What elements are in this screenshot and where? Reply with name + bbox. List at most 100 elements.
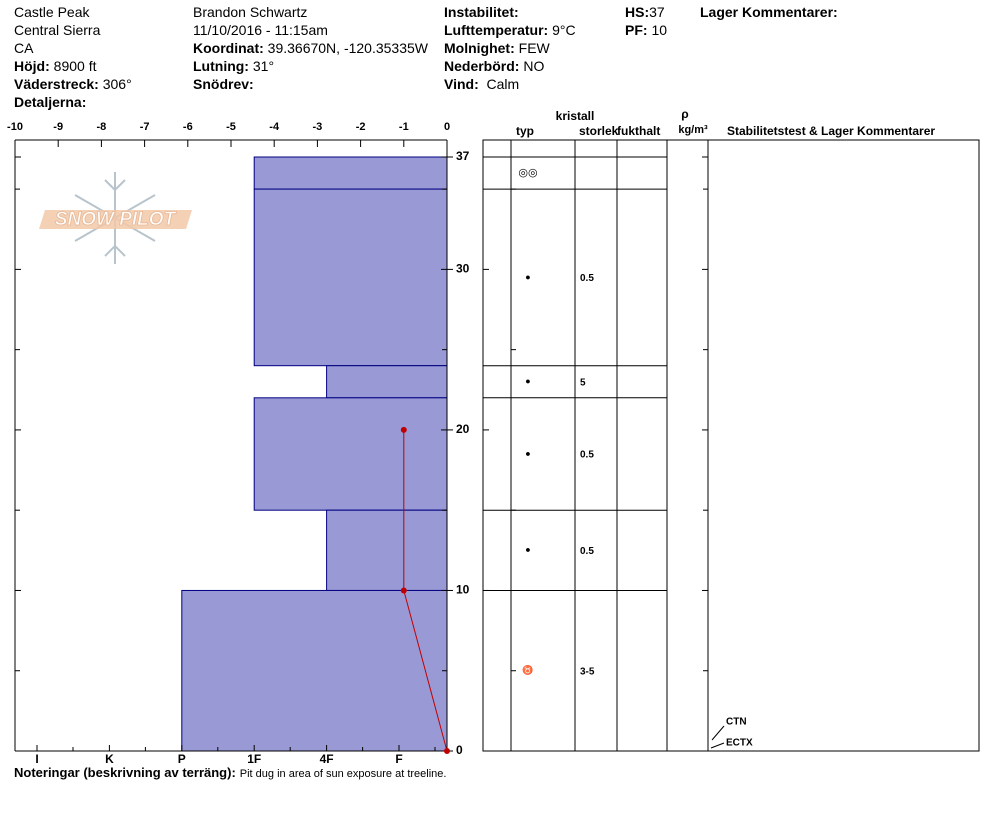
hardness-label: P: [178, 752, 186, 766]
temperature-point: [444, 748, 450, 754]
grain-type: ♉: [522, 664, 533, 675]
layer-comments: Lager Kommentarer:: [700, 4, 838, 20]
value: 39.36670N, -120.35335W: [267, 40, 428, 56]
value: NO: [523, 58, 545, 74]
stability-test: CTN: [726, 717, 747, 728]
label: PF:: [625, 22, 648, 38]
label: HS:: [625, 4, 650, 20]
header-density-unit: kg/m³: [678, 124, 708, 136]
value: Calm: [486, 76, 520, 92]
height-tick-label: 37: [456, 149, 470, 163]
temperature-tick-label: -8: [97, 121, 107, 133]
grain-size: 0.5: [580, 273, 594, 284]
label: Instabilitet:: [444, 4, 519, 20]
height-tick-label: 30: [456, 262, 470, 276]
value: 37: [649, 4, 665, 20]
value: 306°: [102, 76, 132, 92]
temperature-tick-label: 0: [444, 121, 450, 133]
label: Lager Kommentarer:: [700, 4, 838, 20]
grain-size: 3-5: [580, 666, 595, 677]
table-frame: [482, 139, 980, 752]
observer: Brandon Schwartz: [193, 4, 308, 20]
label: Höjd:: [14, 58, 50, 74]
label: Detaljerna:: [14, 94, 87, 110]
label: Snödrev:: [193, 76, 254, 92]
header-crystal: kristall: [556, 109, 595, 123]
grain-type: ◎◎: [518, 167, 537, 179]
aspect: Väderstreck: 306°: [14, 76, 132, 92]
value: 8900 ft: [53, 58, 97, 74]
stability-test: ECTX: [726, 738, 753, 749]
height-tick-label: 10: [456, 583, 470, 597]
temperature-tick-label: -10: [7, 121, 23, 133]
temperature-tick-label: -2: [356, 121, 366, 133]
air-temperature: Lufttemperatur: 9°C: [444, 22, 576, 38]
value: 31°: [252, 58, 275, 74]
value: FEW: [518, 40, 550, 56]
test-arrow: [711, 725, 725, 741]
label: Nederbörd:: [444, 58, 520, 74]
notes-text: Pit dug in area of sun exposure at treel…: [240, 768, 447, 780]
label: Vind:: [444, 76, 479, 92]
layer: [326, 509, 448, 591]
logo-banner: [39, 210, 192, 229]
slope: Lutning: 31°: [193, 58, 274, 74]
logo-text: SNOW PILOT: [55, 209, 177, 230]
grain-type: ●: [525, 448, 530, 458]
test-arrow: [710, 742, 725, 749]
hardness-label: I: [35, 752, 38, 766]
header-comments: Stabilitetstest & Lager Kommentarer: [727, 124, 935, 138]
layer: [253, 188, 448, 367]
grain-type: ●: [525, 376, 530, 386]
hardness-label: 4F: [320, 752, 334, 766]
hardness-label: 1F: [247, 752, 261, 766]
temperature-tick-label: -3: [313, 121, 323, 133]
layer: [326, 365, 448, 399]
value: 10: [651, 22, 668, 38]
wind: Vind: Calm: [444, 76, 519, 92]
value: 9°C: [552, 22, 576, 38]
temperature-tick-label: -1: [399, 121, 409, 133]
sky: Molnighet: FEW: [444, 40, 550, 56]
pf: PF: 10: [625, 22, 667, 38]
height-tick-label: 20: [456, 422, 470, 436]
label: Molnighet:: [444, 40, 515, 56]
coordinates: Koordinat: 39.36670N, -120.35335W: [193, 40, 428, 56]
temperature-point: [400, 587, 407, 594]
header-size: storlek: [579, 124, 619, 138]
header-density: ρ: [681, 107, 688, 121]
temperature-tick-label: -4: [269, 121, 280, 133]
notes: Noteringar (beskrivning av terräng): Pit …: [14, 765, 446, 780]
layer: [253, 156, 448, 190]
hardness-label: K: [105, 752, 114, 766]
grain-size: 0.5: [580, 546, 594, 557]
layer: [181, 589, 448, 752]
hs: HS:37: [625, 4, 665, 20]
grain-size: 0.5: [580, 450, 594, 461]
label: Koordinat:: [193, 40, 264, 56]
temperature-tick-label: -7: [140, 121, 150, 133]
hardness-label: F: [395, 752, 402, 766]
grain-type: ●: [525, 272, 530, 282]
grain-size: 5: [580, 377, 586, 388]
temperature-tick-label: -9: [53, 121, 63, 133]
temperature-tick-label: -5: [226, 121, 236, 133]
header-moisture: fukthalt: [617, 124, 660, 138]
datetime: 11/10/2016 - 11:15am: [193, 22, 328, 38]
instability: Instabilitet:: [444, 4, 519, 20]
region: Central Sierra: [14, 22, 101, 38]
details: Detaljerna:: [14, 94, 86, 110]
label: Lufttemperatur:: [444, 22, 549, 38]
height-tick-label: 0: [456, 743, 463, 757]
header-type: typ: [516, 124, 534, 138]
label: Väderstreck:: [14, 76, 99, 92]
blowing-snow: Snödrev:: [193, 76, 254, 92]
temperature-tick-label: -6: [183, 121, 193, 133]
layer: [253, 397, 448, 511]
precipitation: Nederbörd: NO: [444, 58, 544, 74]
location: Castle Peak: [14, 4, 90, 20]
state: CA: [14, 40, 34, 56]
label: Lutning:: [193, 58, 249, 74]
